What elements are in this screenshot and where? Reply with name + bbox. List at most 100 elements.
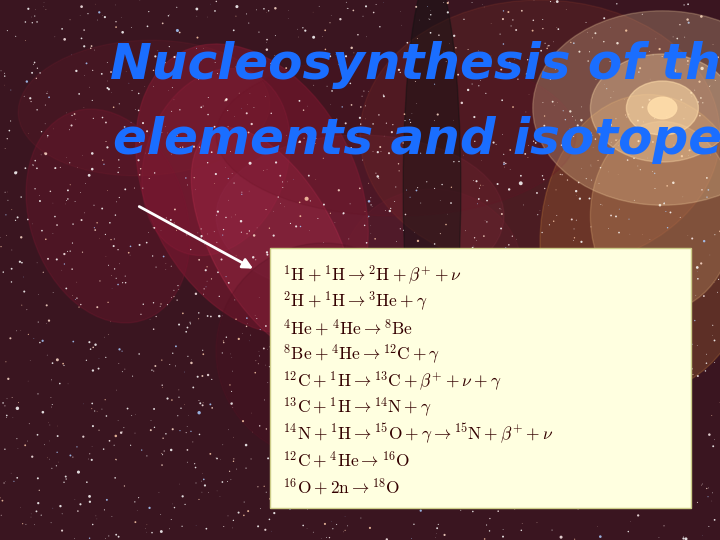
Point: [696, 259, 707, 268]
Point: [189, 173, 200, 182]
Point: [261, 8, 272, 17]
Point: [253, 360, 264, 368]
Point: [638, 279, 649, 287]
Point: [148, 404, 160, 413]
Point: [89, 407, 101, 415]
Point: [575, 285, 586, 294]
Point: [435, 273, 446, 281]
Ellipse shape: [540, 94, 720, 392]
Point: [290, 389, 302, 397]
Point: [523, 141, 534, 150]
Point: [291, 285, 302, 293]
Point: [682, 15, 693, 24]
Point: [709, 358, 720, 367]
Point: [27, 220, 38, 228]
Point: [365, 229, 377, 238]
Point: [226, 387, 238, 396]
Point: [105, 68, 117, 76]
Point: [624, 230, 636, 239]
Point: [261, 345, 273, 354]
Point: [625, 361, 636, 369]
Point: [294, 138, 305, 146]
Point: [217, 349, 228, 357]
Point: [204, 125, 216, 134]
Point: [0, 477, 11, 485]
Point: [485, 52, 497, 60]
Point: [84, 449, 96, 458]
Point: [53, 458, 64, 467]
Point: [148, 82, 159, 91]
Point: [52, 355, 63, 364]
Point: [536, 46, 547, 55]
Point: [585, 264, 596, 273]
Point: [670, 68, 681, 76]
Point: [109, 1, 121, 9]
Point: [638, 390, 649, 399]
Point: [22, 215, 34, 224]
Point: [254, 59, 266, 68]
Point: [572, 121, 583, 130]
Point: [634, 165, 646, 174]
Point: [542, 42, 554, 50]
Point: [359, 102, 371, 110]
Point: [11, 168, 22, 177]
Point: [276, 49, 287, 58]
Point: [347, 468, 359, 476]
Point: [469, 113, 480, 122]
Point: [66, 121, 77, 130]
Point: [10, 32, 22, 40]
Point: [156, 51, 167, 60]
Point: [677, 401, 688, 410]
Point: [44, 437, 55, 445]
Point: [373, 308, 384, 317]
Point: [120, 48, 132, 57]
Point: [202, 262, 213, 271]
Point: [497, 130, 508, 139]
Point: [167, 500, 179, 508]
Point: [195, 234, 207, 242]
Point: [227, 524, 238, 532]
Point: [338, 528, 349, 536]
Point: [110, 431, 122, 440]
Point: [125, 441, 136, 450]
Point: [240, 441, 252, 449]
Point: [65, 451, 76, 460]
Point: [472, 199, 483, 208]
Point: [55, 163, 66, 172]
Point: [58, 478, 70, 487]
Point: [188, 143, 199, 151]
Point: [595, 163, 606, 172]
Point: [384, 397, 396, 406]
Point: [78, 71, 90, 80]
Point: [163, 524, 175, 533]
Point: [577, 428, 588, 436]
Point: [693, 56, 705, 65]
Point: [361, 239, 372, 247]
Point: [441, 210, 453, 219]
Point: [365, 322, 377, 331]
Point: [513, 341, 524, 350]
Point: [393, 483, 405, 492]
Point: [551, 126, 562, 134]
Point: [444, 39, 456, 48]
Point: [359, 114, 371, 123]
Point: [547, 97, 559, 106]
Point: [282, 72, 293, 80]
Point: [176, 522, 188, 531]
Point: [105, 235, 117, 244]
Point: [484, 514, 495, 523]
Point: [258, 396, 270, 404]
Point: [404, 397, 415, 406]
Point: [148, 367, 160, 375]
Point: [356, 457, 367, 466]
Point: [248, 103, 260, 112]
Point: [552, 432, 563, 441]
Point: [373, 174, 384, 183]
Point: [333, 431, 344, 440]
Point: [199, 481, 211, 490]
Point: [190, 289, 202, 298]
Point: [298, 247, 310, 256]
Point: [212, 207, 224, 216]
Point: [29, 521, 40, 529]
Point: [102, 58, 113, 67]
